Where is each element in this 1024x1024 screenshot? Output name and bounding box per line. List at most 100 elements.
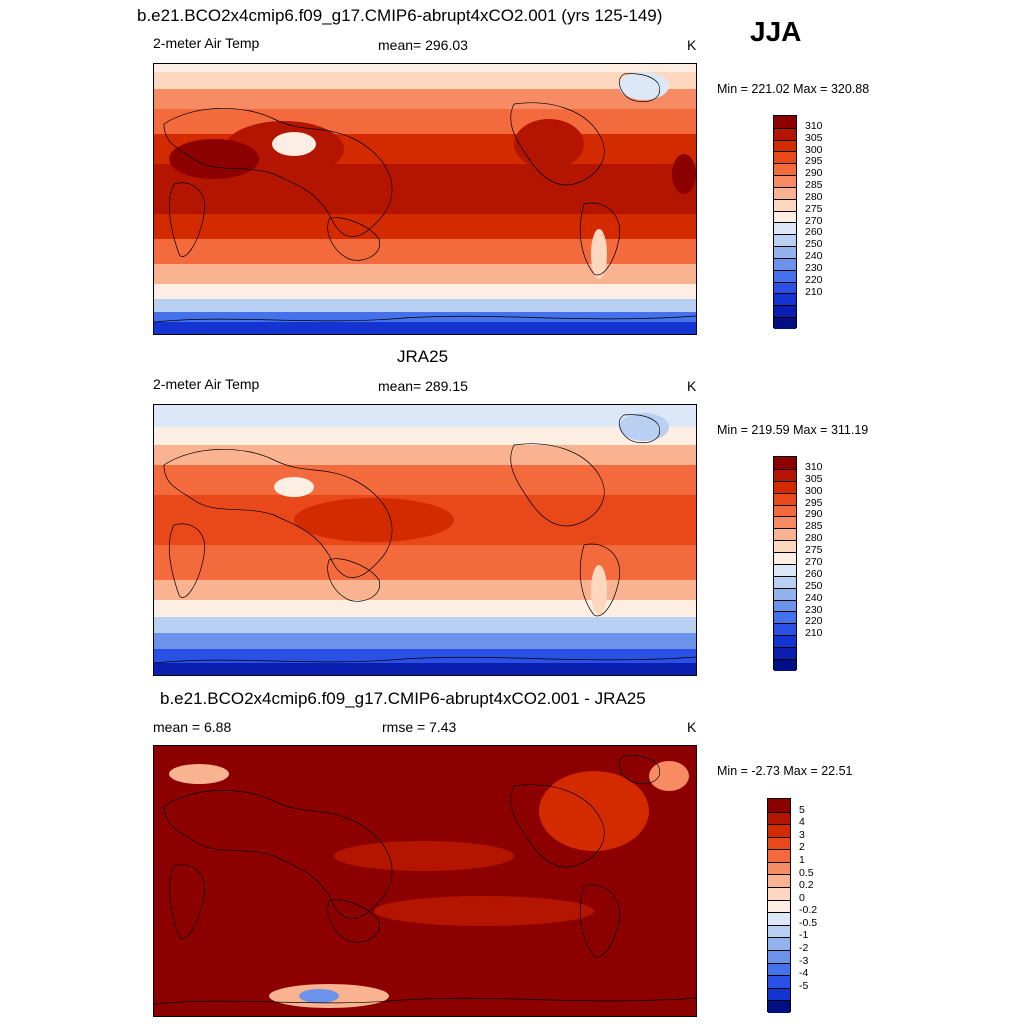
colorbar-swatch bbox=[768, 962, 790, 976]
colorbar-tick-label: 0.5 bbox=[799, 866, 814, 879]
contour-band bbox=[154, 214, 696, 239]
colorbar-tick-label: 0.2 bbox=[799, 879, 814, 892]
colorbar-swatches bbox=[773, 115, 797, 329]
coastline bbox=[168, 864, 206, 939]
contour-band bbox=[154, 633, 696, 649]
coastline bbox=[579, 884, 621, 958]
panel-3-minmax: Min = -2.73 Max = 22.51 bbox=[717, 764, 853, 778]
colorbar-swatch bbox=[774, 151, 796, 164]
colorbar-swatch bbox=[774, 234, 796, 247]
contour-band bbox=[154, 465, 696, 495]
colorbar-tick-label: 260 bbox=[805, 226, 823, 239]
colorbar-swatch bbox=[774, 647, 796, 659]
colorbar-swatch bbox=[774, 563, 796, 576]
colorbar-swatches bbox=[773, 456, 797, 671]
panel-3-title: b.e21.BCO2x4cmip6.f09_g17.CMIP6-abrupt4x… bbox=[160, 689, 646, 708]
panel-1-mean-label: mean= 296.03 bbox=[378, 37, 468, 53]
colorbar-swatch bbox=[768, 861, 790, 875]
colorbar-swatch bbox=[774, 246, 796, 258]
colorbar-swatch bbox=[774, 658, 796, 671]
panel-2-variable-label: 2-meter Air Temp bbox=[153, 376, 260, 392]
colorbar-swatch bbox=[768, 899, 790, 913]
colorbar-swatch bbox=[768, 949, 790, 963]
coastline bbox=[510, 443, 605, 527]
coastline bbox=[168, 182, 206, 257]
panel-1-minmax: Min = 221.02 Max = 320.88 bbox=[717, 82, 870, 96]
colorbar-tick-label: 250 bbox=[805, 579, 823, 592]
colorbar-swatch bbox=[774, 281, 796, 294]
colorbar-tick-label: -4 bbox=[799, 967, 809, 980]
colorbar-swatch bbox=[774, 163, 796, 176]
coastline bbox=[618, 73, 661, 103]
colorbar-tick-label: 210 bbox=[805, 627, 823, 640]
colorbar-swatch bbox=[774, 516, 796, 529]
colorbar-tick-label: 270 bbox=[805, 214, 823, 227]
contour-blob bbox=[591, 565, 607, 615]
contour-band bbox=[154, 649, 696, 663]
contour-blob bbox=[274, 477, 314, 497]
colorbar-swatch bbox=[774, 492, 796, 505]
contour-band bbox=[154, 405, 696, 427]
contour-band bbox=[154, 109, 696, 134]
contour-band bbox=[154, 239, 696, 264]
colorbar-swatch bbox=[774, 587, 796, 600]
colorbar-tick-label: 275 bbox=[805, 202, 823, 215]
contour-band bbox=[154, 299, 696, 312]
colorbar-tick-label: -0.2 bbox=[799, 904, 818, 917]
colorbar-swatch bbox=[774, 198, 796, 211]
coastline bbox=[510, 102, 605, 186]
colorbar-tick-label: 275 bbox=[805, 544, 823, 557]
colorbar-tick-label: 270 bbox=[805, 556, 823, 568]
colorbar-tick-label: 3 bbox=[799, 828, 805, 841]
colorbar-swatch bbox=[774, 599, 796, 612]
colorbar-swatch bbox=[774, 127, 796, 140]
colorbar-tick-label: -2 bbox=[799, 942, 809, 955]
contour-blob bbox=[169, 764, 229, 784]
panel-3-mean-label: mean = 6.88 bbox=[153, 719, 232, 735]
coastline bbox=[579, 202, 621, 276]
colorbar-tick-label: 210 bbox=[805, 285, 823, 298]
colorbar-tick-label: 250 bbox=[805, 238, 823, 251]
colorbar-swatch bbox=[768, 975, 790, 988]
colorbar-tick-label: 285 bbox=[805, 520, 823, 533]
colorbar-tick-label: 310 bbox=[805, 119, 823, 132]
figure-title: b.e21.BCO2x4cmip6.f09_g17.CMIP6-abrupt4x… bbox=[137, 6, 663, 25]
colorbar-swatch bbox=[774, 317, 796, 329]
colorbar-swatch bbox=[774, 552, 796, 564]
contour-blob bbox=[169, 139, 259, 179]
contour-blob bbox=[649, 761, 689, 791]
colorbar-swatch bbox=[768, 1000, 790, 1013]
colorbar-tick-label: -0.5 bbox=[799, 916, 818, 929]
coastline bbox=[618, 755, 661, 785]
panel-2-minmax: Min = 219.59 Max = 311.19 bbox=[717, 423, 869, 437]
colorbar-tick-label: -3 bbox=[799, 954, 809, 967]
contour-band bbox=[154, 545, 696, 580]
colorbar-swatch bbox=[774, 504, 796, 517]
panel-2-map bbox=[153, 404, 697, 676]
colorbar-tick-label: 305 bbox=[805, 472, 823, 485]
panel-2-units-label: K bbox=[687, 378, 697, 394]
panel-1-variable-label: 2-meter Air Temp bbox=[153, 35, 260, 51]
contour-blob bbox=[272, 132, 316, 156]
coastline bbox=[510, 784, 605, 868]
colorbar-swatch bbox=[774, 222, 796, 235]
colorbar-swatch bbox=[774, 269, 796, 282]
antarctic-coastline bbox=[154, 315, 696, 323]
coastline bbox=[327, 899, 381, 943]
colorbar-tick-label: 0 bbox=[799, 891, 805, 904]
colorbar-swatch bbox=[768, 874, 790, 888]
panel-1-map bbox=[153, 63, 697, 335]
contour-band bbox=[154, 600, 696, 617]
colorbar-tick-label: 1 bbox=[799, 853, 805, 866]
colorbar-swatch bbox=[768, 937, 790, 950]
contour-band bbox=[154, 264, 696, 284]
colorbar-swatch bbox=[774, 540, 796, 552]
colorbar-swatch bbox=[774, 116, 796, 128]
colorbar-tick-label: 240 bbox=[805, 250, 823, 262]
colorbar-swatch bbox=[768, 912, 790, 925]
contour-blob bbox=[334, 841, 514, 871]
colorbar-tick-label: 290 bbox=[805, 167, 823, 180]
panel-2-map-canvas bbox=[154, 405, 696, 675]
colorbar-swatch bbox=[774, 635, 796, 647]
colorbar-swatch bbox=[774, 257, 796, 270]
